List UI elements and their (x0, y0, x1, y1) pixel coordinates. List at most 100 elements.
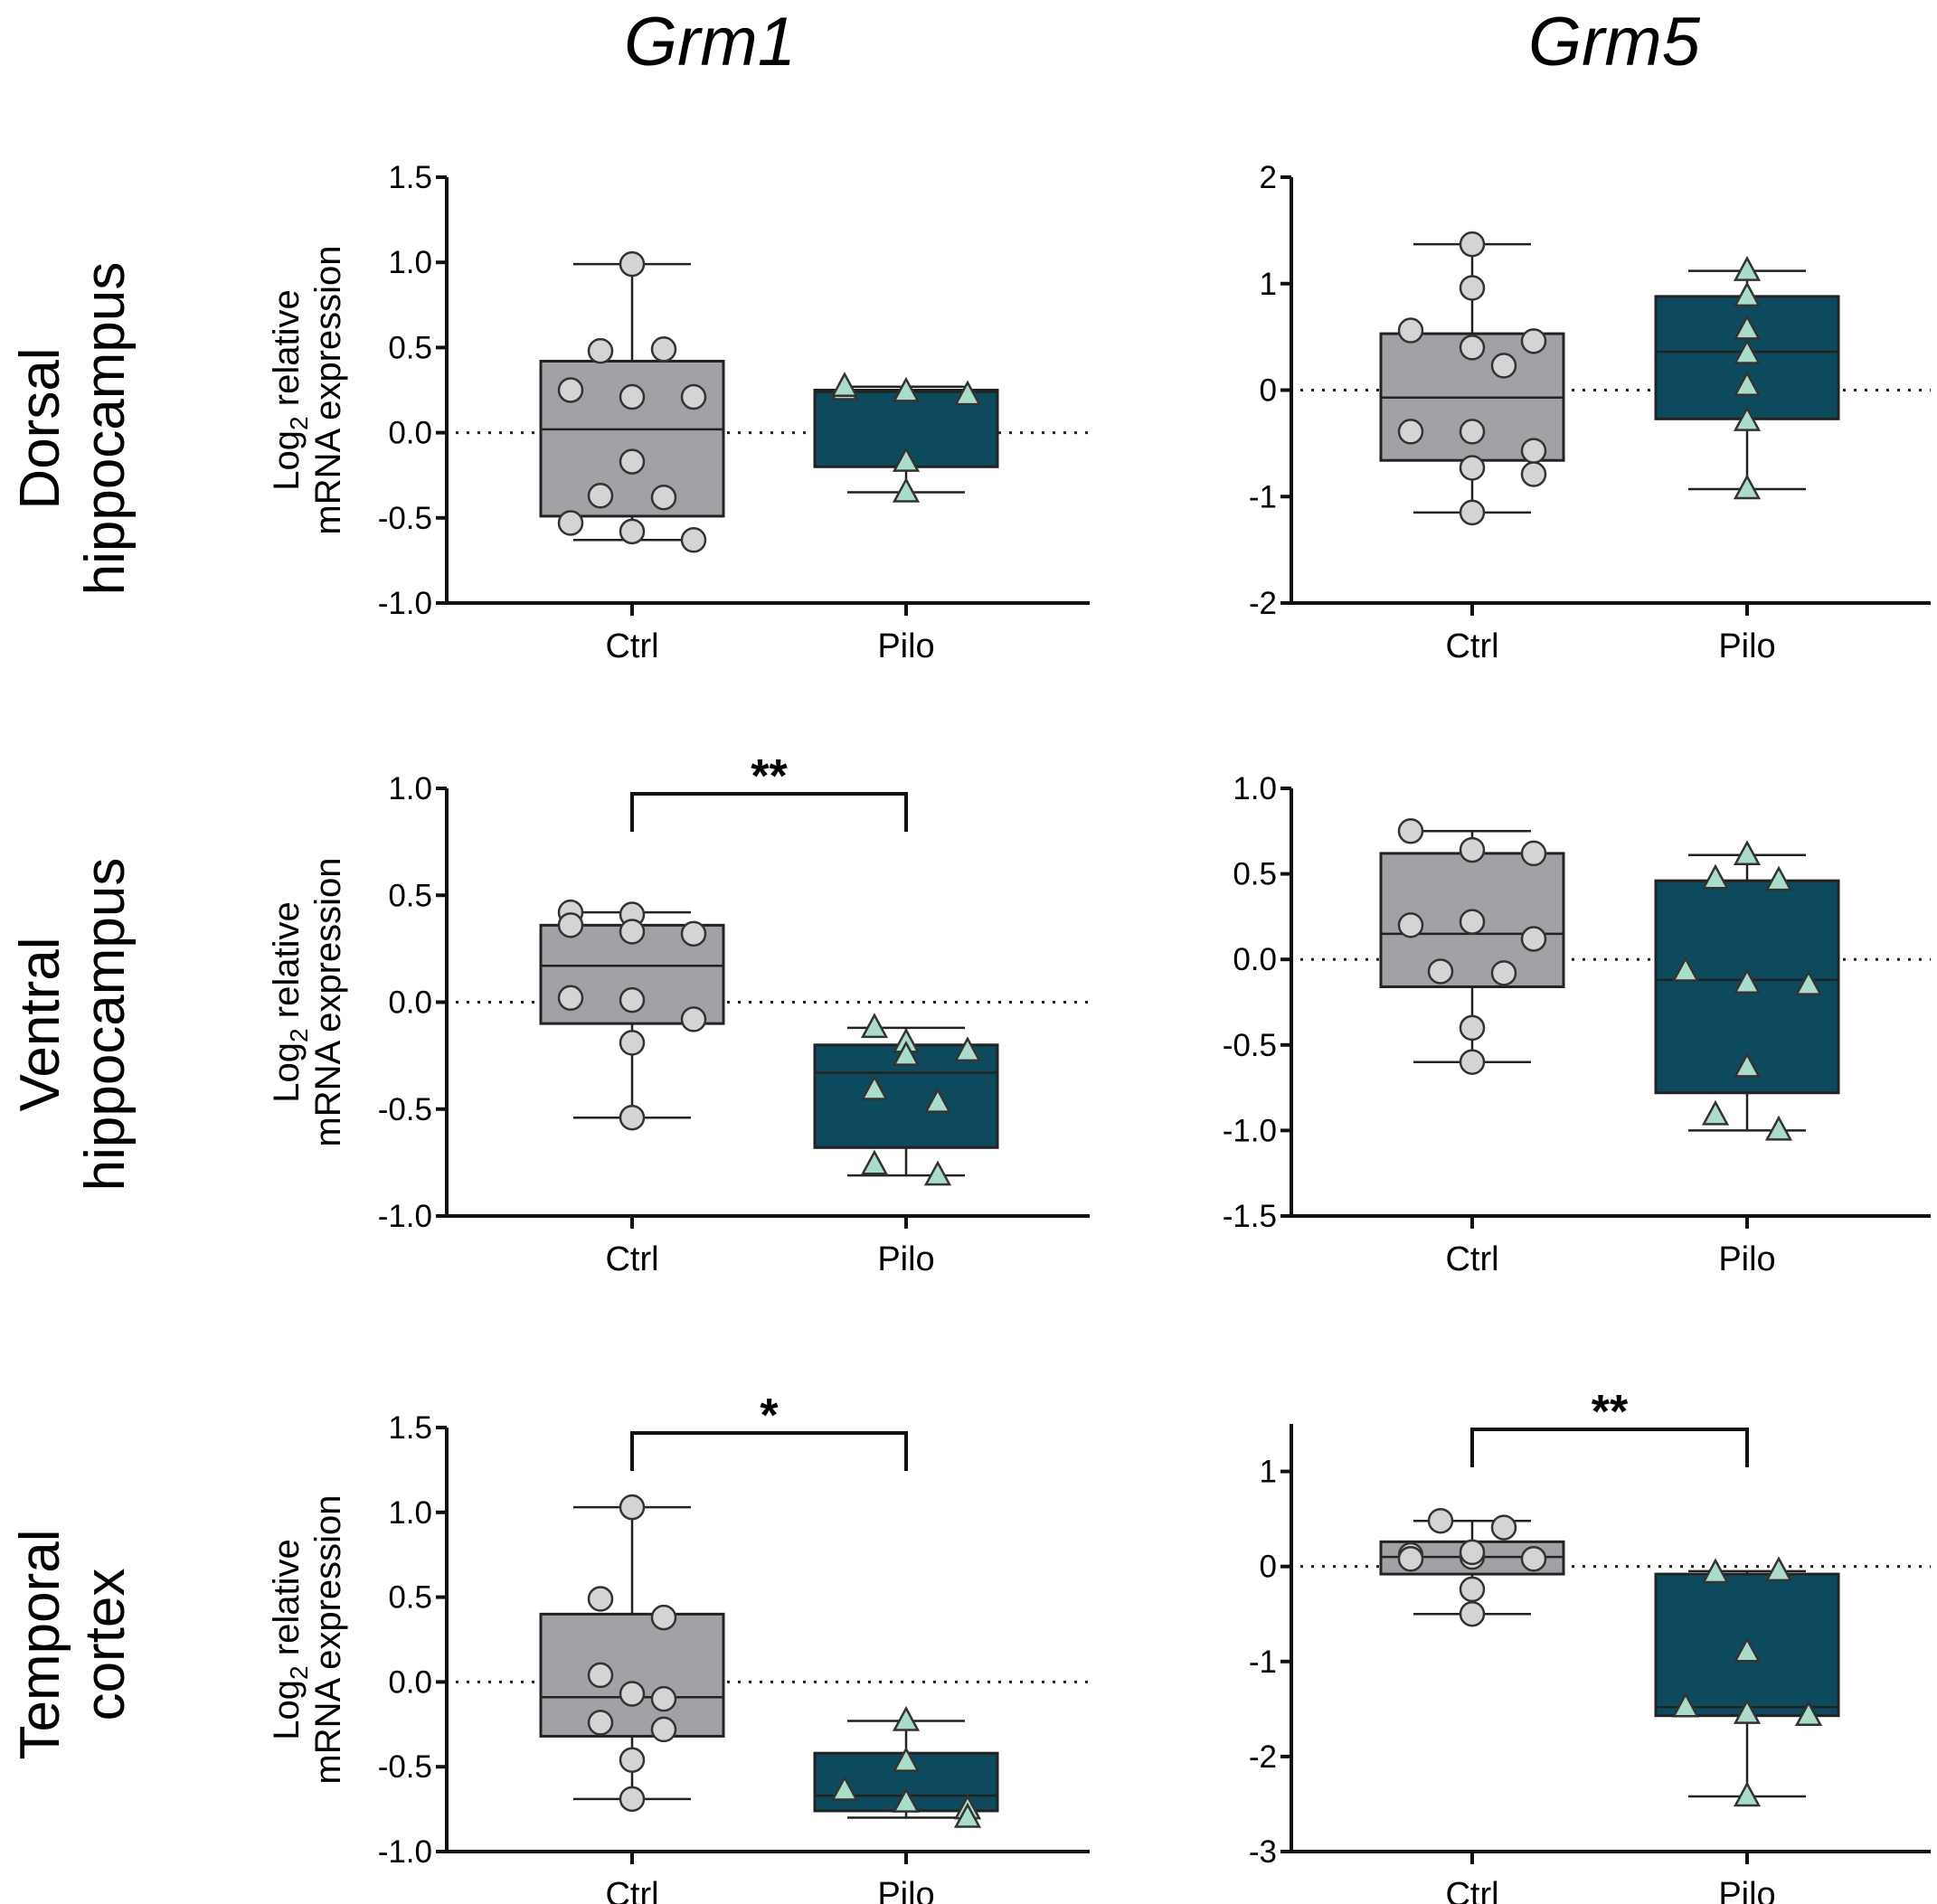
data-point (1520, 328, 1547, 354)
y-axis-label-line2: mRNA expression (308, 857, 348, 1146)
data-point (1733, 1698, 1762, 1724)
data-point (619, 1747, 646, 1773)
data-point (619, 448, 646, 475)
y-tick-label: 0.0 (388, 1664, 432, 1700)
row-label-line2: hippocampus (74, 262, 137, 596)
data-point (650, 1604, 677, 1631)
data-point (1520, 1546, 1547, 1572)
x-tick-label: Pilo (877, 1876, 934, 1904)
y-tick-label: -0.5 (378, 501, 432, 536)
data-point (1794, 1701, 1823, 1726)
data-point (1733, 474, 1762, 500)
data-point (1520, 461, 1547, 487)
x-tick-label: Pilo (1718, 1240, 1775, 1278)
data-point (1397, 419, 1424, 445)
x-tick-label: Ctrl (605, 627, 658, 665)
y-tick-label: -0.5 (1223, 1028, 1277, 1063)
column-title-grm5: Grm5 (1528, 4, 1701, 80)
y-tick-label: 0.5 (388, 1580, 432, 1616)
data-point (1459, 499, 1486, 526)
panel-grm5-ventral-hippocampus: 1.0 0.5 0.0 -0.5 -1.0 -1.5 Ctrl Pilo (1223, 771, 1931, 1278)
data-point (860, 1013, 889, 1039)
data-point (680, 1006, 707, 1032)
data-point (1733, 1636, 1762, 1663)
y-label-subscript: 2 (285, 1665, 313, 1680)
data-point (1701, 863, 1730, 890)
significance-label: ** (1592, 1386, 1629, 1438)
y-label-suffix: relative (267, 289, 307, 416)
data-point (1490, 1514, 1517, 1541)
x-tick-label: Ctrl (1445, 627, 1498, 665)
row-label-temporal: Temporal cortex (9, 1530, 137, 1760)
data-point (892, 1705, 921, 1731)
data-point (1459, 419, 1486, 445)
row-label-line1: Dorsal (9, 347, 71, 509)
y-tick-label: 2 (1260, 160, 1277, 195)
data-point (619, 1104, 646, 1131)
y-tick-label: -1.0 (378, 1834, 432, 1870)
data-point (619, 1030, 646, 1056)
significance-bracket (630, 1431, 908, 1471)
data-point (1733, 281, 1762, 307)
y-tick-label: -1.0 (378, 1199, 432, 1234)
significance-label: ** (751, 750, 788, 803)
data-point (1701, 1558, 1730, 1584)
data-point (1490, 353, 1517, 379)
data-point (1733, 255, 1762, 281)
panel-grm1-temporal-cortex: 1.5 1.0 0.5 0.0 -0.5 -1.0 Log2 relative mRNA ex… (267, 1390, 1090, 1904)
y-label-prefix: Log (267, 1042, 307, 1103)
data-point (830, 1775, 859, 1801)
data-point (892, 476, 921, 503)
y-tick-label: 1.0 (388, 245, 432, 280)
data-point (923, 1160, 952, 1186)
data-point (680, 383, 707, 410)
y-tick-label: 0.0 (388, 416, 432, 451)
data-point (619, 986, 646, 1013)
data-point (1733, 840, 1762, 866)
data-point (587, 337, 614, 364)
group-pilo (1654, 255, 1840, 500)
data-point (557, 510, 584, 536)
y-axis-label-line1: Log2 relative (267, 1539, 313, 1739)
data-point (1764, 1115, 1793, 1141)
data-point (1397, 1546, 1424, 1572)
data-point (892, 447, 921, 472)
y-label-prefix: Log (267, 1680, 307, 1740)
x-tick-label: Pilo (1718, 627, 1775, 665)
row-label-line1: Ventral (9, 937, 71, 1111)
data-point (1733, 968, 1762, 994)
group-pilo (1654, 840, 1840, 1141)
data-point (892, 376, 921, 402)
data-point (1459, 231, 1486, 258)
y-tick-label: 1.0 (1233, 771, 1277, 806)
data-point (557, 985, 584, 1012)
data-point (1733, 371, 1762, 397)
data-point (1733, 406, 1762, 431)
y-axis-label-line2: mRNA expression (308, 245, 348, 534)
data-point (587, 483, 614, 509)
data-point (1397, 912, 1424, 938)
y-label-prefix: Log (267, 430, 307, 491)
y-tick-label: 1 (1260, 1455, 1277, 1490)
data-point (619, 383, 646, 410)
data-point (1459, 1539, 1486, 1566)
data-point (1459, 1600, 1486, 1627)
y-tick-label: -1 (1249, 479, 1277, 514)
y-tick-label: 1.0 (388, 1495, 432, 1531)
y-axis-label: Log2 relative mRNA expression (267, 857, 348, 1146)
data-point (1520, 926, 1547, 952)
group-ctrl (539, 250, 725, 553)
data-point (892, 1746, 921, 1772)
panel-grm5-dorsal-hippocampus: 2 1 0 -1 -2 Ctrl Pilo (1249, 160, 1931, 665)
data-point (1459, 275, 1486, 301)
data-point (860, 1074, 889, 1100)
y-tick-label: 1.0 (388, 771, 432, 806)
data-point (953, 380, 982, 406)
x-tick-label: Pilo (877, 1240, 934, 1278)
data-point (619, 919, 646, 945)
panel-grm1-ventral-hippocampus: 1.0 0.5 0.0 -0.5 -1.0 Log2 relative mRNA expre… (267, 750, 1090, 1278)
y-tick-label: 0.0 (388, 985, 432, 1021)
group-ctrl (539, 899, 725, 1131)
data-point (953, 1036, 982, 1062)
